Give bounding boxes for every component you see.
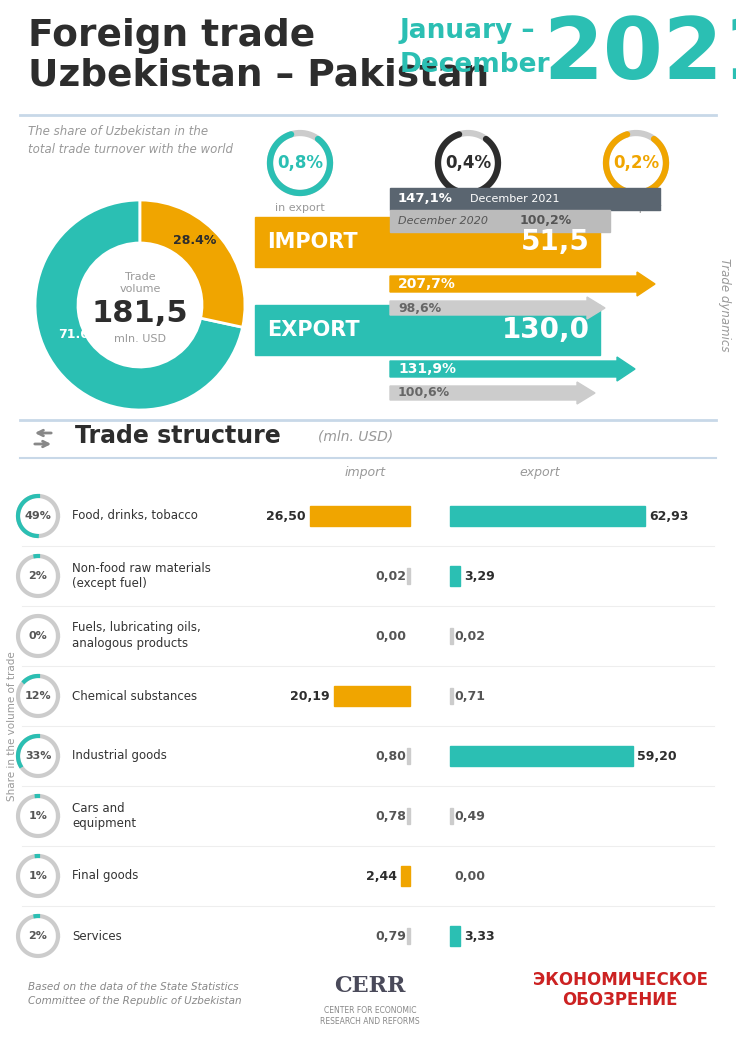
Bar xyxy=(450,808,453,824)
Text: 98,6%: 98,6% xyxy=(398,301,441,315)
Text: export: export xyxy=(520,466,560,479)
Text: Trade dynamics: Trade dynamics xyxy=(718,258,731,352)
Text: 62,93: 62,93 xyxy=(649,510,688,522)
Text: 51,5: 51,5 xyxy=(521,228,590,256)
Text: 0,49: 0,49 xyxy=(454,810,485,822)
Text: December: December xyxy=(400,52,551,78)
FancyArrow shape xyxy=(390,297,605,319)
Text: 0,00: 0,00 xyxy=(454,869,485,883)
Bar xyxy=(255,217,600,267)
Text: 0,2%: 0,2% xyxy=(613,154,659,172)
Text: Chemical substances: Chemical substances xyxy=(72,690,197,702)
Text: 0,8%: 0,8% xyxy=(277,154,323,172)
Text: 2%: 2% xyxy=(29,931,47,941)
Text: 2,44: 2,44 xyxy=(366,869,397,883)
Bar xyxy=(450,746,634,766)
Wedge shape xyxy=(35,200,243,410)
Text: 0,4%: 0,4% xyxy=(445,154,491,172)
Text: 0,79: 0,79 xyxy=(375,929,406,943)
Bar xyxy=(450,688,453,704)
Text: EXPORT: EXPORT xyxy=(267,320,360,340)
Text: 2%: 2% xyxy=(29,571,47,581)
Text: ЭКОНОМИЧЕСКОЕ
ОБОЗРЕНИЕ: ЭКОНОМИЧЕСКОЕ ОБОЗРЕНИЕ xyxy=(533,970,707,1010)
Text: Food, drinks, tobacco: Food, drinks, tobacco xyxy=(72,510,198,522)
Text: 1%: 1% xyxy=(29,811,47,821)
Text: 1%: 1% xyxy=(29,871,47,880)
Text: Based on the data of the State Statistics
Committee of the Republic of Uzbekista: Based on the data of the State Statistic… xyxy=(28,982,241,1006)
Text: 0,00: 0,00 xyxy=(375,629,406,643)
Text: in foreign trade: in foreign trade xyxy=(425,203,512,213)
Text: 130,0: 130,0 xyxy=(502,316,590,344)
Text: Foreign trade: Foreign trade xyxy=(28,18,315,54)
Text: 0,71: 0,71 xyxy=(454,690,485,702)
Text: in import: in import xyxy=(611,203,661,213)
Text: 207,7%: 207,7% xyxy=(398,277,456,291)
Text: Industrial goods: Industrial goods xyxy=(72,749,167,763)
Text: 33%: 33% xyxy=(25,751,52,761)
Text: IMPORT: IMPORT xyxy=(267,232,358,252)
Text: 0,78: 0,78 xyxy=(375,810,406,822)
Bar xyxy=(450,566,460,586)
Text: 131,9%: 131,9% xyxy=(398,362,456,376)
Text: (mln. USD): (mln. USD) xyxy=(318,429,393,443)
Bar xyxy=(407,568,410,584)
Bar xyxy=(407,928,410,944)
Text: Share in the volume of trade: Share in the volume of trade xyxy=(7,651,17,801)
Text: 28.4%: 28.4% xyxy=(173,233,216,247)
Bar xyxy=(450,628,453,644)
Text: 12%: 12% xyxy=(25,691,52,701)
Text: 71.6%: 71.6% xyxy=(58,328,102,342)
FancyArrow shape xyxy=(390,382,595,404)
Bar xyxy=(390,210,610,232)
Text: import: import xyxy=(344,466,386,479)
Text: 0,80: 0,80 xyxy=(375,749,406,763)
Wedge shape xyxy=(140,200,245,327)
Text: 0,02: 0,02 xyxy=(454,629,485,643)
Bar xyxy=(407,808,410,824)
Bar xyxy=(255,305,600,355)
Text: 181,5: 181,5 xyxy=(92,298,188,327)
Text: January –: January – xyxy=(400,18,536,44)
Bar xyxy=(450,506,645,526)
Bar xyxy=(310,506,410,526)
Text: Fuels, lubricating oils,
analogous products: Fuels, lubricating oils, analogous produ… xyxy=(72,621,201,650)
Text: Non-food raw materials
(except fuel): Non-food raw materials (except fuel) xyxy=(72,562,211,591)
Bar xyxy=(407,748,410,764)
Text: Services: Services xyxy=(72,929,121,943)
Text: December 2020: December 2020 xyxy=(398,216,488,226)
Text: 59,20: 59,20 xyxy=(637,749,677,763)
Text: CENTER FOR ECONOMIC
RESEARCH AND REFORMS: CENTER FOR ECONOMIC RESEARCH AND REFORMS xyxy=(320,1006,420,1026)
Text: Final goods: Final goods xyxy=(72,869,138,883)
Text: in export: in export xyxy=(275,203,325,213)
Text: December 2021: December 2021 xyxy=(470,194,559,204)
Bar xyxy=(401,866,410,886)
Text: 3,33: 3,33 xyxy=(464,929,495,943)
FancyArrow shape xyxy=(390,272,655,296)
Text: 0%: 0% xyxy=(29,631,47,641)
Text: Trade
volume: Trade volume xyxy=(119,272,160,294)
Text: CERR: CERR xyxy=(334,975,406,997)
Text: 0,02: 0,02 xyxy=(375,570,406,582)
Bar xyxy=(450,926,460,946)
Text: 100,2%: 100,2% xyxy=(520,215,573,227)
FancyArrow shape xyxy=(390,357,635,381)
Text: 147,1%: 147,1% xyxy=(398,193,453,205)
Text: 26,50: 26,50 xyxy=(266,510,306,522)
Text: 20,19: 20,19 xyxy=(290,690,330,702)
Text: 49%: 49% xyxy=(24,511,52,521)
Bar xyxy=(334,686,410,706)
Text: 3,29: 3,29 xyxy=(464,570,495,582)
Text: mln. USD: mln. USD xyxy=(114,334,166,344)
Text: Uzbekistan – Pakistan: Uzbekistan – Pakistan xyxy=(28,58,489,94)
Text: The share of Uzbekistan in the
total trade turnover with the world: The share of Uzbekistan in the total tra… xyxy=(28,125,233,156)
Bar xyxy=(390,188,660,210)
Text: 2021: 2021 xyxy=(543,14,736,97)
Text: 100,6%: 100,6% xyxy=(398,387,450,399)
Text: Cars and
equipment: Cars and equipment xyxy=(72,801,136,830)
Text: Trade structure: Trade structure xyxy=(75,424,280,448)
